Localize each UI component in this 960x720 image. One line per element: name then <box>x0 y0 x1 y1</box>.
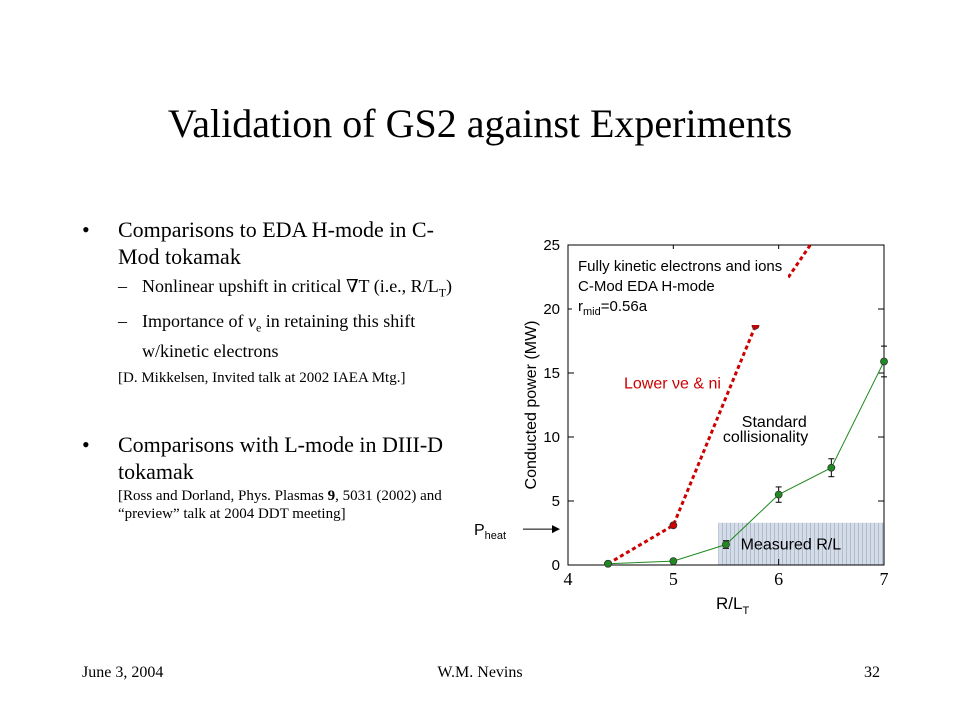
footer-author: W.M. Nevins <box>437 664 523 681</box>
green-series-label-1: Standard <box>742 414 807 431</box>
y-tick-label: 25 <box>543 237 560 254</box>
y-tick-label: 0 <box>552 557 560 574</box>
x-tick-label: 5 <box>669 569 678 589</box>
series-line-2 <box>608 361 885 565</box>
y-tick-label: 10 <box>543 429 560 446</box>
reference-text: [D. Mikkelsen, Invited talk at 2002 IAEA… <box>118 370 406 387</box>
plot-frame <box>567 244 885 566</box>
header-box <box>572 249 788 325</box>
pheat-label: Pheat <box>474 522 506 542</box>
red-series-label: Lower νe & ni <box>624 375 721 392</box>
header-line-2: C-Mod EDA H-mode <box>578 278 715 295</box>
reference-text: [Ross and Dorland, Phys. Plasmas 9, 5031… <box>118 488 442 523</box>
footer-page-number: 32 <box>864 664 880 681</box>
dash-icon: – <box>118 310 127 331</box>
data-point <box>774 490 783 499</box>
data-point <box>669 557 678 566</box>
pheat-arrow-icon <box>552 525 560 534</box>
y-tick-label: 5 <box>552 493 560 510</box>
y-axis-label: Conducted power (MW) <box>523 321 540 490</box>
power-chart: Measured R/L 0 5 10 15 20 25 4 5 6 7 R/LT Conducted … <box>474 237 889 617</box>
bullet-item: • Comparisons with L-mode in DIII-D toka… <box>82 431 462 485</box>
bullet-text: Comparisons to EDA H-mode in C-Mod tokam… <box>118 217 434 269</box>
y-tick-label: 20 <box>543 301 560 318</box>
y-tick-label: 15 <box>543 365 560 382</box>
slide-title: Validation of GS2 against Experiments <box>167 101 793 146</box>
nabla-symbol: ∇ <box>345 276 359 296</box>
x-tick-label: 4 <box>564 569 573 589</box>
data-point <box>827 463 836 472</box>
x-tick-label: 7 <box>880 569 889 589</box>
measured-label: Measured R/L <box>741 537 842 554</box>
x-tick-label: 6 <box>774 569 783 589</box>
pheat-label-sub: heat <box>485 530 506 542</box>
header-line-3-post: =0.56a <box>601 298 648 315</box>
nu-symbol: ν <box>247 310 256 331</box>
green-series-label-2: collisionality <box>723 429 808 446</box>
bullet-dot-icon: • <box>82 217 90 242</box>
header-line-1: Fully kinetic electrons and ions <box>578 258 782 275</box>
sub-bullet-item: – Importance of νe in retaining this shi… <box>118 310 416 362</box>
bullet-dot-icon: • <box>82 432 90 458</box>
data-point <box>604 559 612 568</box>
sub-bullet-item: – Nonlinear upshift in critical ∇T (i.e.… <box>118 276 453 300</box>
header-line-3: rmid=0.56a <box>578 298 648 318</box>
dash-icon: – <box>118 276 127 296</box>
series-line-1 <box>607 244 812 566</box>
header-line-3-sub: mid <box>583 306 601 318</box>
data-point <box>722 540 730 549</box>
bullet-text: Comparisons with L-mode in DIII-D tokama… <box>118 432 444 485</box>
data-point <box>880 357 888 366</box>
bullet-list: • Comparisons to EDA H-mode in C-Mod tok… <box>82 216 462 523</box>
measured-band <box>718 522 884 565</box>
x-axis-label: R/LT <box>716 594 749 617</box>
footer-date: June 3, 2004 <box>82 664 164 681</box>
x-axis-label-sub: T <box>742 605 749 617</box>
data-point <box>669 521 678 530</box>
bullet-item: • Comparisons to EDA H-mode in C-Mod tok… <box>82 216 462 270</box>
